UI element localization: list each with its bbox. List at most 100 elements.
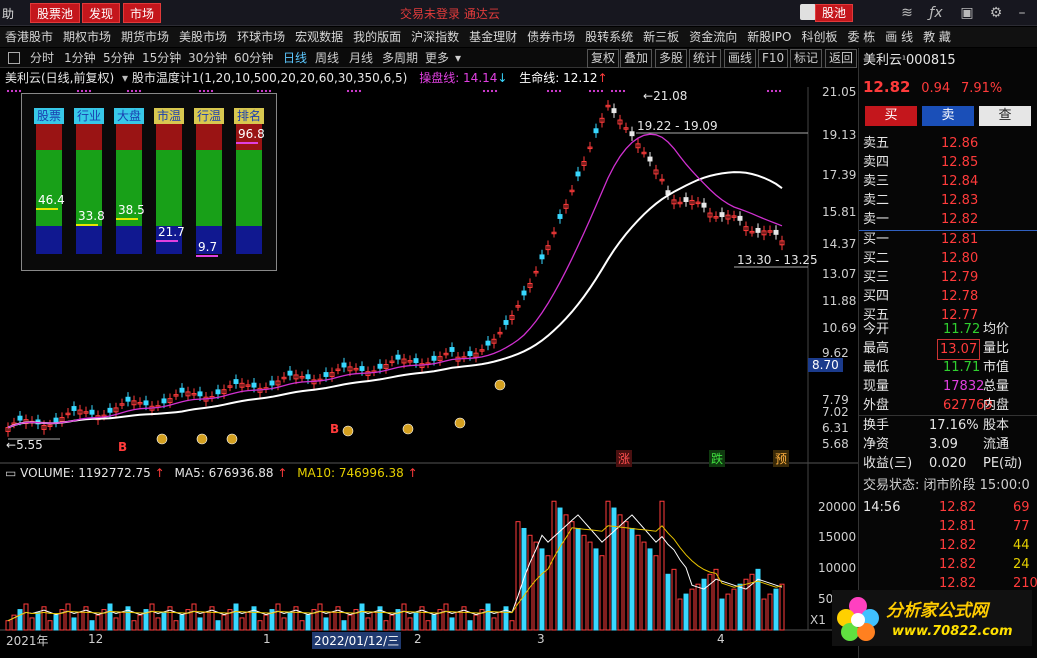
toolbar-button[interactable]: 统计: [689, 49, 722, 68]
bid-row: 买二 12.80: [863, 249, 1033, 268]
period-tab[interactable]: 5分钟: [103, 51, 135, 65]
toolbar-button[interactable]: 返回: [825, 49, 858, 68]
formula-name[interactable]: 股市温度计1(1,20,10,500,20,20,60,30,350,6,5): [131, 71, 408, 85]
signal-dot: [546, 89, 550, 93]
toolbar-button[interactable]: 多股: [655, 49, 688, 68]
candle-body: [479, 349, 485, 352]
candle-body: [107, 407, 113, 413]
buy-button[interactable]: 买: [865, 106, 917, 126]
toolbar-button[interactable]: 叠加: [620, 49, 653, 68]
candle-body: [587, 146, 593, 150]
candle-body: [233, 379, 239, 384]
market-nav-item[interactable]: 画 线: [885, 30, 914, 44]
toolbar-button[interactable]: 复权: [587, 49, 620, 68]
ask-price: 12.85: [941, 155, 979, 170]
tick-row: 14:56 12.82 69: [863, 498, 1033, 517]
tab-market[interactable]: 市场: [123, 3, 162, 23]
menu-fragment[interactable]: 助: [2, 7, 15, 21]
volume-bar: [617, 514, 623, 631]
bid-price: 12.78: [941, 289, 979, 304]
volume-bar: [593, 548, 599, 631]
period-tab[interactable]: 15分钟: [142, 51, 182, 65]
signal-dot: [596, 89, 600, 93]
market-nav-item[interactable]: 沪深指数: [411, 30, 460, 44]
stat-key: 最高: [863, 341, 890, 356]
high-annotation: ←21.08: [643, 89, 688, 103]
period-tab[interactable]: 多周期: [382, 51, 419, 65]
volume-bar: [95, 614, 101, 631]
toolbar-button[interactable]: F10: [758, 49, 789, 68]
market-nav-item[interactable]: 期权市场: [63, 30, 112, 44]
stock-pool-badge[interactable]: 股池: [815, 4, 854, 22]
period-tab[interactable]: 30分钟: [188, 51, 228, 65]
market-nav-item[interactable]: 科创板: [801, 30, 838, 44]
ask-label: 卖五: [863, 136, 890, 151]
market-nav-item[interactable]: 香港股市: [5, 30, 54, 44]
tab-discover[interactable]: 发现: [82, 3, 121, 23]
quote-code: 000815: [906, 53, 956, 68]
market-nav-item[interactable]: 宏观数据: [295, 30, 344, 44]
volume-bar: [773, 588, 779, 631]
buy-signal-b-2: B: [330, 422, 340, 436]
signal-dot: [358, 89, 362, 93]
sell-button[interactable]: 卖: [922, 106, 974, 126]
candle-body: [605, 104, 611, 108]
volume-bar: [137, 614, 143, 631]
tick-time: 14:56: [863, 500, 901, 515]
formula-icon[interactable]: ƒx: [929, 5, 943, 21]
signal-dot: [206, 89, 210, 93]
stat2-value: 17.16%: [929, 418, 979, 433]
gear-icon[interactable]: ⚙: [989, 5, 1003, 21]
formula-dropdown-icon[interactable]: ▾: [122, 71, 129, 85]
query-button[interactable]: 查: [979, 106, 1031, 126]
minimize-icon[interactable]: –: [1018, 5, 1026, 21]
current-price-tag: 8.70: [808, 358, 843, 372]
tab-stock-pool[interactable]: 股票池: [30, 3, 81, 23]
candle-body: [125, 396, 131, 402]
market-nav-item[interactable]: 资金流向: [689, 30, 738, 44]
pool-icon[interactable]: [800, 4, 816, 20]
panel-toggle-icon[interactable]: [8, 52, 20, 64]
period-tab[interactable]: 周线: [315, 51, 340, 65]
layers-icon[interactable]: ≋: [901, 5, 913, 21]
market-nav-item[interactable]: 股转系统: [585, 30, 634, 44]
volume-bar: [83, 606, 89, 631]
candle-body: [629, 131, 635, 137]
period-tab[interactable]: 1分钟: [64, 51, 96, 65]
market-nav-item[interactable]: 债券市场: [527, 30, 576, 44]
candle-body: [173, 394, 179, 397]
market-nav-item[interactable]: 新三板: [643, 30, 680, 44]
market-nav-item[interactable]: 委 栋: [847, 30, 876, 44]
toolbar-button[interactable]: 标记: [790, 49, 823, 68]
stat-key: 最低: [863, 360, 890, 375]
signal-dot: [198, 89, 202, 93]
market-nav-item[interactable]: 期货市场: [121, 30, 170, 44]
period-tab[interactable]: 60分钟: [234, 51, 274, 65]
market-nav-item[interactable]: 环球市场: [237, 30, 286, 44]
market-nav-item[interactable]: 教 藏: [923, 30, 951, 44]
candle-body: [215, 389, 221, 395]
market-nav-item[interactable]: 基金理财: [469, 30, 518, 44]
period-tab[interactable]: 日线: [283, 51, 308, 65]
volume-bar: [413, 611, 419, 631]
temperature-value: 21.7: [158, 224, 185, 239]
volume-bar: [443, 603, 449, 631]
period-tab[interactable]: 月线: [349, 51, 374, 65]
volume-tick-label: 10000: [818, 561, 857, 575]
market-nav-item[interactable]: 美股市场: [179, 30, 228, 44]
kline-chart[interactable]: [0, 87, 858, 658]
period-tab[interactable]: 更多: [425, 51, 450, 65]
market-nav-item[interactable]: 我的版面: [353, 30, 402, 44]
candles: [5, 100, 785, 437]
toolbar-button[interactable]: 画线: [724, 49, 757, 68]
period-tab[interactable]: 分时: [30, 51, 55, 65]
candle-body: [521, 290, 527, 296]
bid-label: 买五: [863, 308, 890, 323]
window-icon[interactable]: ▣: [960, 5, 974, 21]
more-chevron-icon[interactable]: ▾: [455, 51, 462, 65]
volume-bar: [65, 603, 71, 631]
candle-body: [473, 352, 479, 358]
volume-bar: [689, 588, 695, 631]
market-nav-item[interactable]: 新股IPO: [747, 30, 792, 44]
volume-bar: [509, 620, 515, 631]
